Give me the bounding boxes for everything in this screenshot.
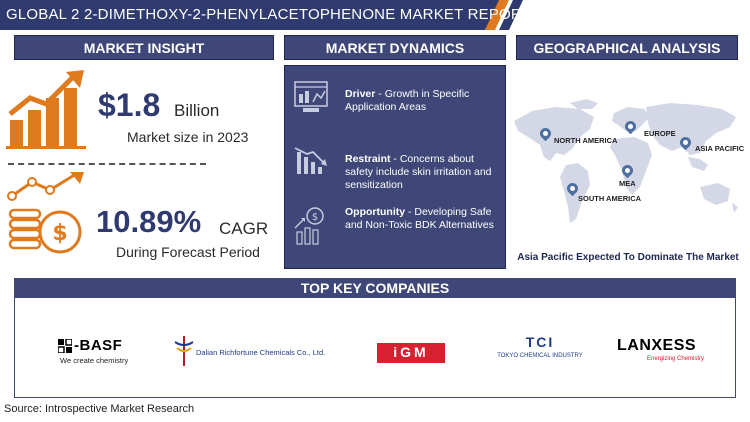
report-title: GLOBAL 2 2-DIMETHOXY-2-PHENYLACETOPHENON… <box>6 6 532 23</box>
mea-label: MEA <box>619 179 636 188</box>
restraint-text: - Concerns about safety include skin irr… <box>345 153 492 191</box>
market-size-label: Market size in 2023 <box>127 129 249 145</box>
driver-item: Driver - Growth in Specific Application … <box>345 88 495 114</box>
market-dynamics-panel: Driver - Growth in Specific Application … <box>284 65 506 269</box>
cagr-label: During Forecast Period <box>116 244 260 260</box>
source-note: Source: Introspective Market Research <box>4 403 195 415</box>
igm-logo: iGM <box>377 343 445 363</box>
opportunity-title: Opportunity <box>345 206 406 218</box>
svg-text:$: $ <box>52 221 67 246</box>
geographical-analysis-header: GEOGRAPHICAL ANALYSIS <box>516 35 738 60</box>
money-growth-icon: $ <box>7 172 84 254</box>
basf-tagline: We create chemistry <box>60 356 129 365</box>
decline-chart-icon <box>294 147 327 174</box>
title-bar: GLOBAL 2 2-DIMETHOXY-2-PHENYLACETOPHENON… <box>0 0 750 30</box>
market-insight-header: MARKET INSIGHT <box>14 35 274 60</box>
world-map: NORTH AMERICA EUROPE ASIA PACIFIC MEA SO… <box>510 95 745 245</box>
driver-title: Driver <box>345 88 376 100</box>
opportunity-item: Opportunity - Developing Safe and Non-To… <box>345 206 495 232</box>
basf-name-text: BASF <box>79 337 123 354</box>
top-key-companies-header: TOP KEY COMPANIES <box>14 278 736 298</box>
dalian-name: Dalian Richfortune Chemicals Co., Ltd. <box>196 348 326 357</box>
growth-chart-icon <box>6 70 86 149</box>
world-map-shape <box>514 99 738 223</box>
tci-mark: TCI <box>525 334 555 350</box>
south-america-label: SOUTH AMERICA <box>578 194 642 203</box>
lanxess-tagline: Energizing Chemistry <box>647 356 705 362</box>
geo-caption: Asia Pacific Expected To Dominate The Ma… <box>517 252 739 263</box>
restraint-item: Restraint - Concerns about safety includ… <box>345 153 495 192</box>
analytics-icon <box>294 81 328 112</box>
lanxess-logo: LANXESS Energizing Chemistry <box>617 337 704 367</box>
lanxess-name: LANXESS <box>617 337 697 354</box>
divider <box>8 163 206 165</box>
basf-logo: -BASF We create chemistry <box>58 337 140 367</box>
restraint-title: Restraint <box>345 153 391 165</box>
driver-text: - Growth in Specific Application Areas <box>345 88 470 113</box>
europe-label: EUROPE <box>644 129 676 138</box>
title-background <box>0 0 505 30</box>
svg-text:$: $ <box>312 212 318 223</box>
igm-name: iGM <box>393 344 429 360</box>
opportunity-icon: $ <box>294 207 324 245</box>
basf-mark-icon <box>58 339 72 353</box>
market-dynamics-header: MARKET DYNAMICS <box>284 35 506 60</box>
basf-name: -BASF <box>74 337 123 354</box>
dalian-logo: Dalian Richfortune Chemicals Co., Ltd. <box>174 336 334 370</box>
cagr-value: 10.89% <box>96 204 202 239</box>
opportunity-text: - Developing Safe and Non-Toxic BDK Alte… <box>345 206 494 231</box>
market-size-unit: Billion <box>174 101 220 120</box>
market-size-value: $1.8 <box>98 87 161 123</box>
dalian-mark-icon <box>174 336 194 366</box>
tci-name: TOKYO CHEMICAL INDUSTRY <box>497 353 583 359</box>
cagr-unit: CAGR <box>219 219 269 238</box>
north-america-label: NORTH AMERICA <box>554 136 618 145</box>
tci-logo: TCI TOKYO CHEMICAL INDUSTRY <box>490 334 590 372</box>
asia-pacific-label: ASIA PACIFIC <box>695 144 745 153</box>
